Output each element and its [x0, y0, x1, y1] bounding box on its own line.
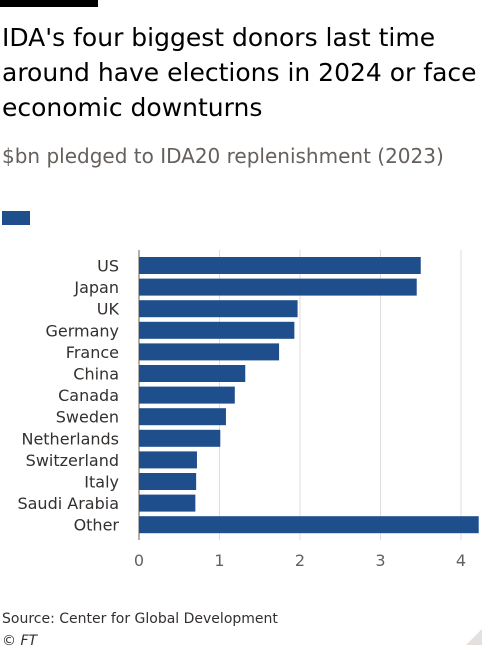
x-tick-label: 4	[456, 551, 466, 570]
bar	[139, 451, 197, 469]
category-label: Switzerland	[26, 451, 119, 470]
copyright-note: © FT	[2, 633, 38, 649]
category-label: Canada	[58, 386, 119, 405]
legend	[2, 211, 30, 225]
category-label: China	[73, 365, 119, 384]
bar	[139, 473, 197, 490]
x-tick-label: 0	[134, 551, 144, 570]
x-tick-label: 2	[295, 551, 305, 570]
bar	[139, 408, 226, 426]
category-label: Saudi Arabia	[17, 494, 119, 513]
bar	[139, 257, 421, 274]
category-label: UK	[97, 300, 120, 319]
bar	[139, 343, 280, 361]
bar	[139, 429, 221, 447]
category-label: Italy	[84, 473, 119, 492]
bar	[139, 365, 246, 382]
source-note: Source: Center for Global Development	[2, 611, 278, 627]
bar	[139, 300, 298, 318]
category-label: Japan	[73, 278, 119, 297]
category-label: Germany	[45, 321, 119, 340]
resize-corner-icon	[466, 629, 482, 645]
category-label: Other	[74, 516, 120, 535]
category-label: Netherlands	[21, 429, 119, 448]
ft-top-bar	[0, 0, 98, 7]
bar	[139, 494, 196, 512]
chart-subtitle: $bn pledged to IDA20 replenishment (2023…	[2, 144, 444, 168]
bar	[139, 278, 417, 296]
bar	[139, 321, 295, 339]
bar	[139, 386, 235, 404]
bar-chart: 0 1 2 3 4 US Japan UK Germany France China Canada Sw…	[17, 250, 479, 570]
category-label: France	[66, 343, 119, 362]
category-label: Sweden	[56, 408, 119, 427]
category-label: US	[97, 257, 119, 276]
chart-title: IDA's four biggest donors last time arou…	[2, 23, 477, 122]
bar	[139, 516, 479, 534]
x-tick-label: 3	[375, 551, 385, 570]
legend-swatch	[2, 211, 30, 225]
x-tick-label: 1	[214, 551, 224, 570]
